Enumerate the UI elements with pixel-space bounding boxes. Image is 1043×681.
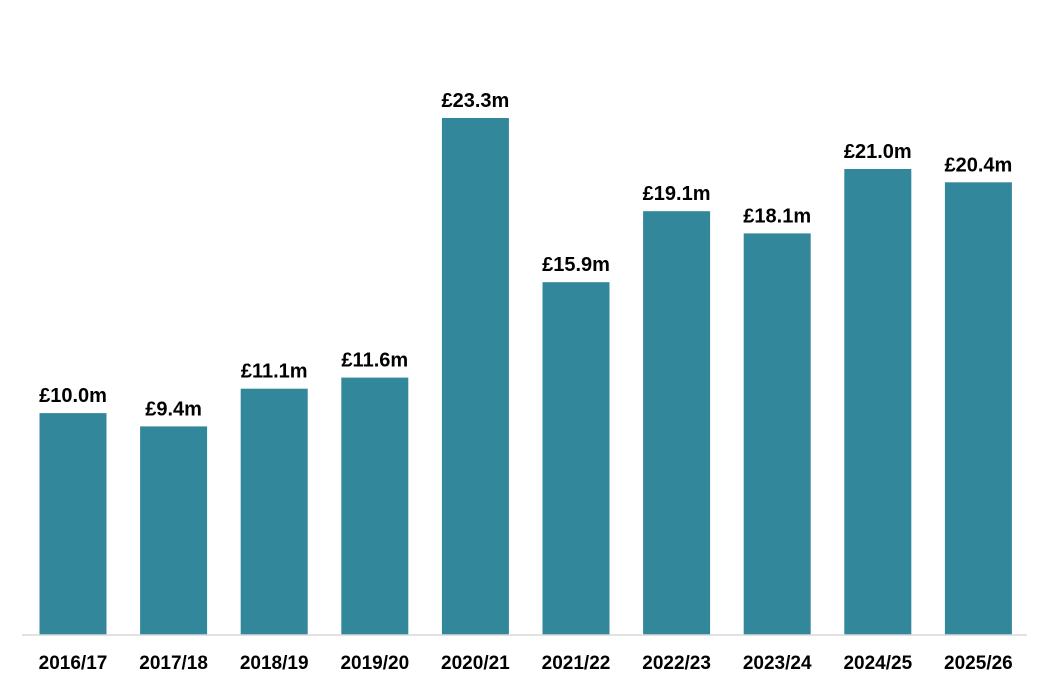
x-tick-labels-group: 2016/17 2017/18 2018/19 2019/20 2020/21 2021/… [39, 653, 1013, 674]
data-label-2017-18: £9.4m [145, 398, 202, 420]
bar-2019-20 [341, 377, 409, 635]
data-label-2024-25: £21.0m [844, 141, 912, 163]
bar-2017-18 [140, 426, 208, 635]
data-label-2019-20: £11.6m [341, 350, 408, 372]
bar-2021-22 [542, 282, 610, 635]
x-tick-label-2017-18: 2017/18 [139, 653, 208, 674]
data-label-2021-22: £15.9m [542, 254, 610, 276]
x-tick-label-2020-21: 2020/21 [441, 653, 510, 674]
x-tick-label-2025-26: 2025/26 [944, 653, 1013, 674]
data-label-2016-17: £10.0m [39, 385, 107, 407]
bar-2020-21 [441, 118, 509, 635]
data-label-2023-24: £18.1m [743, 205, 811, 227]
data-label-2018-19: £11.1m [241, 361, 308, 383]
bar-2025-26 [944, 182, 1012, 636]
bars-group [39, 118, 1012, 636]
x-tick-label-2019-20: 2019/20 [340, 653, 409, 674]
data-labels-group: £10.0m £9.4m £11.1m £11.6m £23.3m £15.9m £19.1… [39, 90, 1012, 420]
x-tick-label-2018-19: 2018/19 [240, 653, 309, 674]
bar-2024-25 [844, 169, 912, 635]
data-label-2022-23: £19.1m [643, 183, 711, 205]
bar-2022-23 [643, 211, 711, 635]
x-tick-label-2023-24: 2023/24 [743, 653, 812, 674]
bar-2018-19 [240, 388, 308, 635]
x-tick-label-2021-22: 2021/22 [542, 653, 611, 674]
x-tick-label-2024-25: 2024/25 [843, 653, 912, 674]
data-label-2025-26: £20.4m [944, 154, 1012, 176]
data-label-2020-21: £23.3m [441, 90, 509, 112]
x-tick-label-2022-23: 2022/23 [642, 653, 711, 674]
bar-2023-24 [743, 233, 811, 635]
bar-2016-17 [39, 413, 107, 635]
x-tick-label-2016-17: 2016/17 [39, 653, 108, 674]
